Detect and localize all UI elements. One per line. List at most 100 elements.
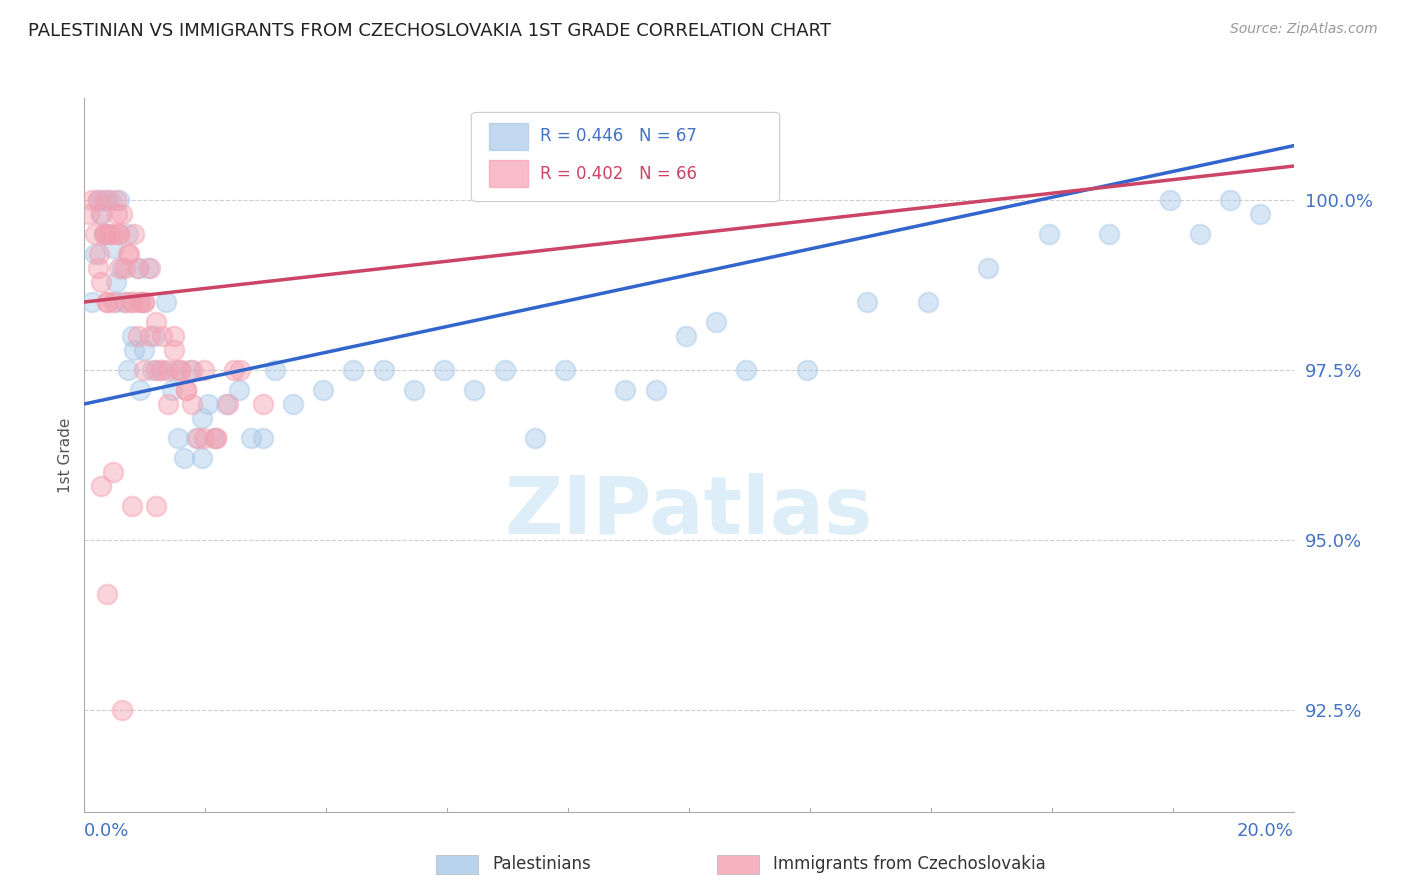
Point	[108, 193, 131, 207]
Point	[149, 363, 172, 377]
Point	[796, 363, 818, 377]
Point	[1038, 227, 1060, 241]
Point	[150, 329, 173, 343]
Text: Immigrants from Czechoslovakia: Immigrants from Czechoslovakia	[773, 855, 1046, 873]
Point	[90, 207, 112, 221]
Point	[127, 260, 149, 275]
Text: ZIPatlas: ZIPatlas	[505, 473, 873, 551]
Point	[312, 384, 335, 398]
Point	[163, 343, 186, 357]
Point	[138, 329, 160, 343]
Point	[117, 247, 139, 261]
Point	[80, 193, 103, 207]
Point	[145, 363, 167, 377]
Point	[96, 295, 118, 310]
Point	[193, 431, 215, 445]
Point	[1188, 227, 1211, 241]
Point	[127, 329, 149, 343]
Point	[121, 295, 143, 310]
Point	[87, 247, 110, 261]
Point	[80, 295, 103, 310]
Point	[202, 431, 225, 445]
Point	[614, 384, 637, 398]
Point	[281, 397, 304, 411]
Point	[103, 465, 125, 479]
Point	[186, 431, 208, 445]
Point	[132, 363, 155, 377]
Point	[193, 363, 215, 377]
Point	[111, 703, 134, 717]
Point	[93, 227, 115, 241]
Point	[735, 363, 758, 377]
Bar	[489, 161, 529, 187]
Point	[1219, 193, 1241, 207]
Point	[191, 451, 214, 466]
Point	[1159, 193, 1181, 207]
Point	[494, 363, 516, 377]
Point	[239, 431, 262, 445]
Point	[179, 363, 201, 377]
Point	[121, 499, 143, 513]
Point	[114, 260, 136, 275]
Point	[136, 260, 159, 275]
Point	[197, 397, 219, 411]
Point	[160, 384, 183, 398]
FancyBboxPatch shape	[471, 112, 779, 202]
Point	[156, 363, 179, 377]
Point	[132, 343, 155, 357]
Point	[342, 363, 364, 377]
Point	[93, 227, 115, 241]
Y-axis label: 1st Grade: 1st Grade	[58, 417, 73, 492]
Point	[90, 275, 112, 289]
Point	[111, 207, 134, 221]
Point	[84, 247, 107, 261]
Point	[86, 193, 108, 207]
Point	[1098, 227, 1121, 241]
Point	[86, 193, 108, 207]
Point	[103, 295, 125, 310]
Point	[96, 295, 118, 310]
Point	[108, 227, 131, 241]
Point	[117, 227, 139, 241]
Text: Palestinians: Palestinians	[492, 855, 591, 873]
Point	[127, 260, 149, 275]
Point	[402, 384, 425, 398]
Point	[165, 363, 187, 377]
Point	[145, 499, 167, 513]
Point	[704, 315, 727, 329]
Text: 20.0%: 20.0%	[1237, 822, 1294, 840]
Point	[114, 295, 136, 310]
Point	[145, 315, 167, 329]
Point	[217, 397, 239, 411]
Point	[523, 431, 546, 445]
Point	[150, 363, 173, 377]
Point	[224, 363, 246, 377]
Point	[141, 363, 163, 377]
Point	[554, 363, 576, 377]
Point	[252, 431, 274, 445]
Point	[108, 227, 131, 241]
Point	[129, 384, 152, 398]
Point	[977, 260, 1000, 275]
Point	[138, 260, 160, 275]
Point	[118, 247, 141, 261]
Point	[93, 193, 115, 207]
Bar	[489, 123, 529, 150]
Point	[117, 363, 139, 377]
Point	[122, 227, 145, 241]
Point	[129, 295, 152, 310]
Point	[103, 227, 125, 241]
Point	[1249, 207, 1271, 221]
Point	[181, 363, 204, 377]
Point	[104, 275, 127, 289]
Point	[174, 384, 197, 398]
Point	[675, 329, 697, 343]
Point	[90, 478, 112, 492]
Point	[228, 384, 250, 398]
Point	[103, 241, 125, 255]
Point	[132, 295, 155, 310]
Text: R = 0.446   N = 67: R = 0.446 N = 67	[540, 127, 697, 145]
Point	[917, 295, 939, 310]
Point	[181, 397, 204, 411]
Point	[229, 363, 252, 377]
